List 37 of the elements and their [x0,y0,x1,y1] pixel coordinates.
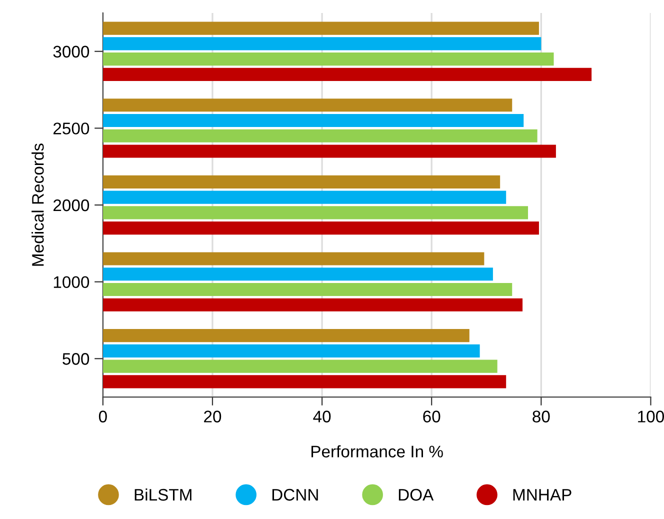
legend-label: DOA [398,488,434,501]
bar [102,298,523,312]
bar [102,344,480,358]
x-tick-label: 40 [313,410,331,422]
x-tick-label: 80 [532,410,550,422]
bar [102,360,498,373]
bar [102,375,506,388]
bar [102,98,512,112]
bar [102,129,538,142]
bar [102,222,539,235]
x-tick-label: 20 [204,410,222,422]
x-tick-label: 0 [98,410,107,422]
legend-label: MNHAP [513,489,572,501]
bar [102,144,556,158]
x-axis-title: Performance In % [311,445,443,458]
y-tick-label: 2500 [53,122,90,134]
bar [102,329,470,342]
y-tick-label: 2000 [53,199,90,212]
legend-label: DCNN [272,488,318,501]
bar [102,37,542,50]
bar [102,68,592,81]
bar [102,22,539,35]
y-axis-title: Medical Records [32,144,44,266]
bar [102,206,528,220]
legend-label: BiLSTM [134,488,192,501]
bar [102,282,512,296]
bar [102,190,506,204]
x-tick-label: 100 [638,410,664,422]
x-tick-label: 60 [423,410,440,422]
y-tick-label: 1000 [54,276,90,288]
y-tick-label: 3000 [53,46,90,58]
bar [102,268,493,281]
bar [102,52,554,66]
bar [102,114,524,128]
bar [102,252,484,266]
y-tick-label: 500 [62,353,90,365]
bar [102,175,500,188]
